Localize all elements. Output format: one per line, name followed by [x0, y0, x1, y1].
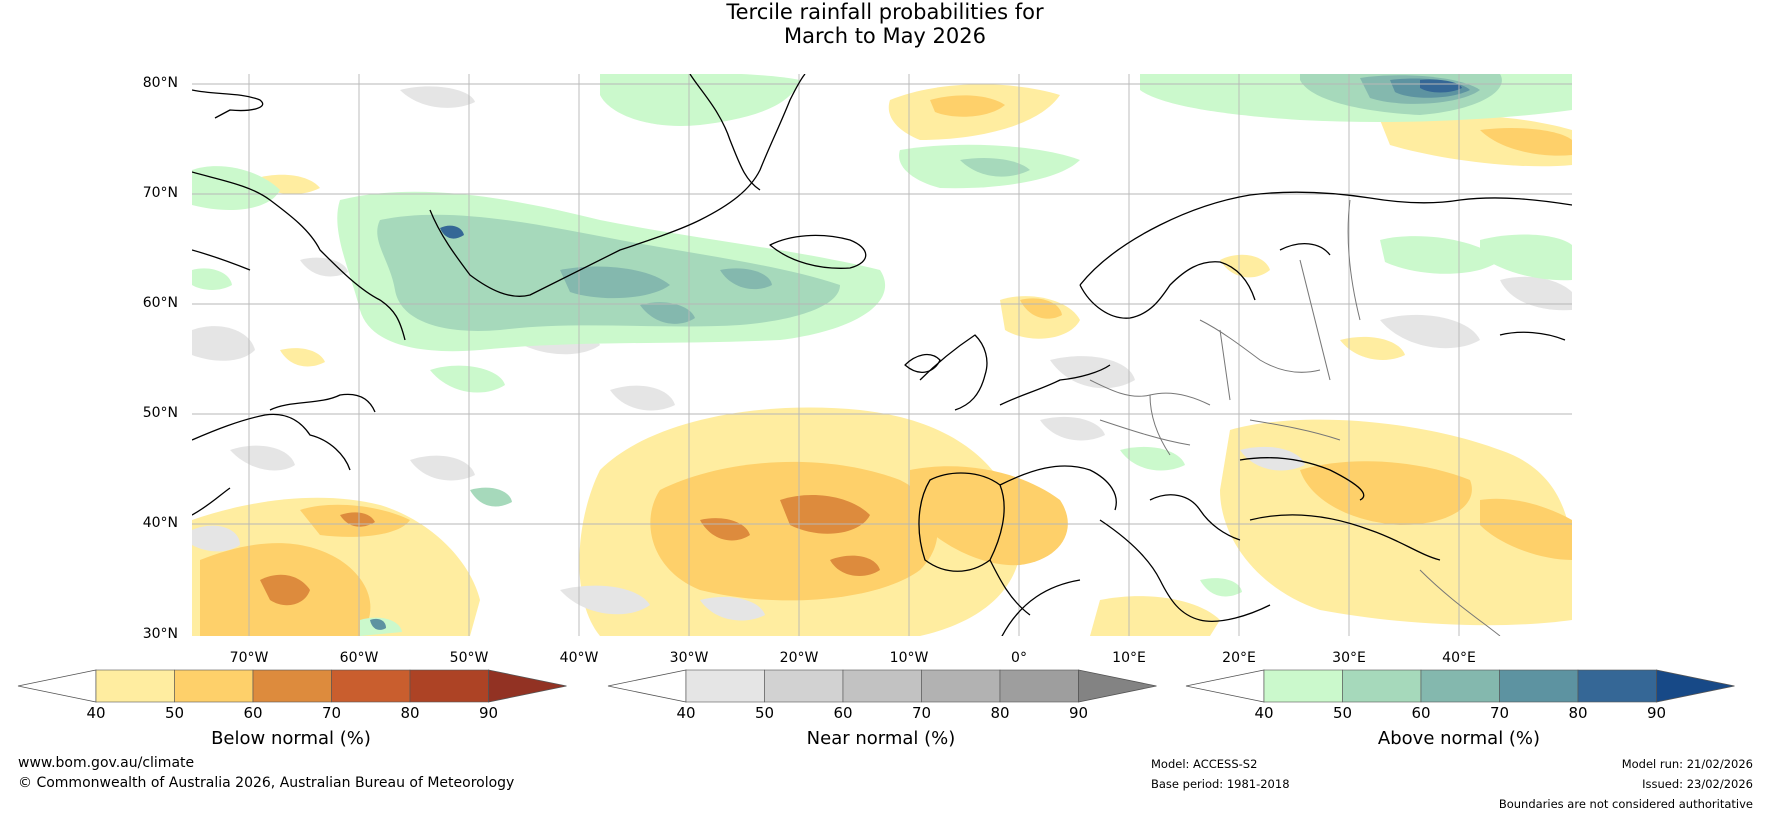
- above-normal-tick-label: 60: [1411, 704, 1431, 722]
- above-normal-tick-label: 40: [1254, 704, 1274, 722]
- below-normal-colorbar-segment: [331, 669, 411, 703]
- above-normal-tick-label: 70: [1489, 704, 1510, 722]
- title-line-1: Tercile rainfall probabilities for: [726, 0, 1044, 24]
- below-normal-colorbar-upper-extend: [488, 669, 567, 703]
- above-normal-tick-label: 80: [1568, 704, 1588, 722]
- below-normal-colorbar-segment: [252, 669, 332, 703]
- above-normal-colorbar-segment: [1420, 669, 1500, 703]
- below-normal-colorbar-segment: [95, 669, 175, 703]
- lon-label-40e: 40°E: [1442, 650, 1476, 666]
- below-normal-colorbar-segment: [409, 669, 489, 703]
- below-normal-tick-label: 90: [478, 704, 499, 722]
- above-normal-colorbar-upper-extend: [1656, 669, 1735, 703]
- below-normal-colorbar-segment: [174, 669, 254, 703]
- above-normal-colorbar-segment: [1342, 669, 1422, 703]
- below-normal-tick-label: 70: [321, 704, 342, 722]
- lon-label-60w: 60°W: [339, 650, 379, 666]
- below-normal-tick-label: 50: [164, 704, 185, 722]
- near-normal-tick-label: 60: [833, 704, 853, 722]
- footer-copyright: © Commonwealth of Australia 2026, Austra…: [18, 775, 515, 791]
- country-borders: [1089, 199, 1501, 636]
- lat-label-80n: 80°N: [142, 75, 178, 91]
- near-normal-colorbar-segment: [842, 669, 922, 703]
- lon-label-20e: 20°E: [1222, 650, 1256, 666]
- below-normal-colorbar-lower-extend: [17, 669, 97, 703]
- above-normal-colorbar-segment: [1499, 669, 1579, 703]
- lat-label-30n: 30°N: [142, 626, 178, 642]
- near-normal-tick-label: 80: [990, 704, 1010, 722]
- near-normal-tick-label: 40: [676, 704, 696, 722]
- footer-url: www.bom.gov.au/climate: [18, 755, 195, 771]
- lon-label-40w: 40°W: [559, 650, 599, 666]
- above-normal-tick-label: 90: [1646, 704, 1667, 722]
- near-normal-colorbar-lower-extend: [607, 669, 687, 703]
- footer-disclaimer: Boundaries are not considered authoritat…: [1498, 797, 1753, 811]
- near-normal-regions: [192, 77, 1572, 621]
- near-normal-colorbar-segment: [764, 669, 844, 703]
- lat-label-40n: 40°N: [142, 515, 178, 531]
- below-normal-tick-label: 80: [400, 704, 420, 722]
- above-normal-regions: [192, 74, 1572, 636]
- footer-model-run: Model run: 21/02/2026: [1621, 757, 1753, 771]
- graticule: [192, 74, 1572, 636]
- lon-label-10w: 10°W: [889, 650, 929, 666]
- below-normal-title: Below normal (%): [211, 728, 371, 749]
- near-normal-colorbar-segment: [999, 669, 1079, 703]
- below-normal-tick-label: 40: [86, 704, 106, 722]
- near-normal-tick-label: 50: [754, 704, 775, 722]
- lat-label-60n: 60°N: [142, 295, 178, 311]
- colorbars: [17, 669, 1735, 703]
- below-normal-tick-label: 60: [243, 704, 263, 722]
- lon-label-10e: 10°E: [1112, 650, 1146, 666]
- above-normal-tick-label: 50: [1332, 704, 1353, 722]
- footer-model: Model: ACCESS-S2: [1151, 757, 1258, 771]
- near-normal-colorbar-segment: [685, 669, 765, 703]
- above-normal-title: Above normal (%): [1377, 728, 1541, 749]
- lon-label-50w: 50°W: [449, 650, 489, 666]
- lon-label-70w: 70°W: [229, 650, 269, 666]
- near-normal-colorbar-segment: [921, 669, 1001, 703]
- above-normal-colorbar-segment: [1263, 669, 1343, 703]
- lon-label-0: 0°: [1011, 650, 1027, 666]
- near-normal-colorbar-upper-extend: [1078, 669, 1157, 703]
- near-normal-tick-label: 90: [1068, 704, 1089, 722]
- title-line-2: March to May 2026: [784, 24, 986, 48]
- footer-base-period: Base period: 1981-2018: [1151, 777, 1290, 791]
- lon-label-20w: 20°W: [779, 650, 819, 666]
- above-normal-colorbar-segment: [1577, 669, 1657, 703]
- near-normal-title: Near normal (%): [806, 728, 956, 749]
- lon-label-30e: 30°E: [1332, 650, 1366, 666]
- lat-label-50n: 50°N: [142, 405, 178, 421]
- map-title: Tercile rainfall probabilities for March…: [0, 0, 1770, 48]
- above-normal-colorbar-lower-extend: [1185, 669, 1265, 703]
- lon-label-30w: 30°W: [669, 650, 709, 666]
- footer-issued: Issued: 23/02/2026: [1642, 777, 1753, 791]
- lat-label-70n: 70°N: [142, 185, 178, 201]
- coastlines: [192, 74, 1572, 636]
- near-normal-tick-label: 70: [911, 704, 932, 722]
